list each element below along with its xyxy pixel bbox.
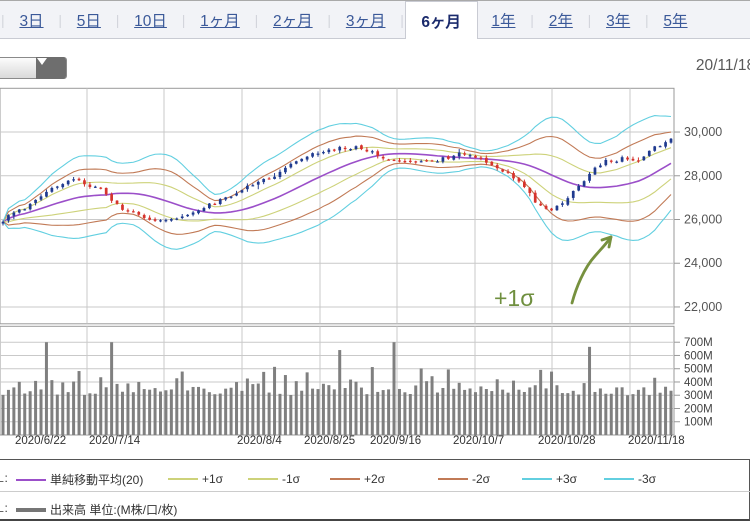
- svg-text:+1σ: +1σ: [494, 285, 534, 311]
